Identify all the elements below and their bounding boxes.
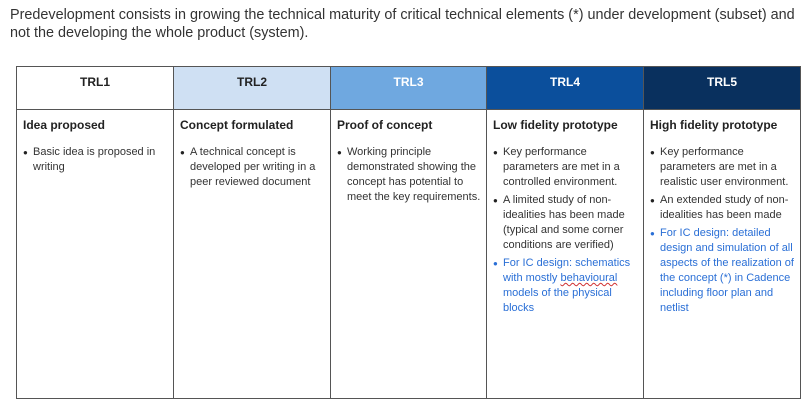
trl-body-cell-5: High fidelity prototype Key performance … [643,109,801,399]
trl1-bullet-list: Basic idea is proposed in writing [23,145,168,175]
trl2-bullet-1: A technical concept is developed per wri… [180,145,325,190]
trl3-bullet-list: Working principle demonstrated showing t… [337,145,481,205]
trl5-bullet-list: Key performance parameters are met in a … [650,145,795,316]
trl-header-cell-1: TRL1 [16,66,174,110]
trl4-bullet-3: For IC design: schematics with mostly be… [493,256,638,316]
trl3-bullet-1: Working principle demonstrated showing t… [337,145,481,205]
trl2-title: Concept formulated [180,118,294,132]
trl-body-cell-1: Idea proposed Basic idea is proposed in … [16,109,174,399]
trl-header-cell-2: TRL2 [173,66,331,110]
trl5-title: High fidelity prototype [650,118,778,132]
trl1-title: Idea proposed [23,118,106,132]
trl-header-row: TRL1 TRL2 TRL3 TRL4 TRL5 [16,66,801,110]
trl3-title: Proof of concept [337,118,433,132]
trl4-bullet-2: A limited study of non-idealities has be… [493,193,638,253]
trl-header-cell-3: TRL3 [330,66,487,110]
trl5-bullet-2: An extended study of non-idealities has … [650,193,795,223]
trl-body-cell-4: Low fidelity prototype Key performance p… [486,109,644,399]
trl-table: TRL1 TRL2 TRL3 TRL4 TRL5 Idea proposed B… [16,66,801,399]
trl4-title: Low fidelity prototype [493,118,618,132]
trl-body-cell-3: Proof of concept Working principle demon… [330,109,487,399]
trl4-bullet-list: Key performance parameters are met in a … [493,145,638,316]
spellcheck-flagged-word: behavioural [560,272,618,284]
trl4-bullet-3-text-after: models of the physical blocks [503,287,612,314]
trl-body-cell-2: Concept formulated A technical concept i… [173,109,331,399]
trl-header-cell-4: TRL4 [486,66,644,110]
trl4-bullet-1: Key performance parameters are met in a … [493,145,638,190]
intro-paragraph: Predevelopment consists in growing the t… [10,7,795,41]
trl5-bullet-3: For IC design: detailed design and simul… [650,226,795,316]
trl4-bullet-3-text-before: For IC design: schematics with mostly [503,257,631,284]
trl2-bullet-list: A technical concept is developed per wri… [180,145,325,190]
trl-header-cell-5: TRL5 [643,66,801,110]
trl-body-row: Idea proposed Basic idea is proposed in … [16,109,801,399]
trl1-bullet-1: Basic idea is proposed in writing [23,145,168,175]
trl5-bullet-1: Key performance parameters are met in a … [650,145,795,190]
